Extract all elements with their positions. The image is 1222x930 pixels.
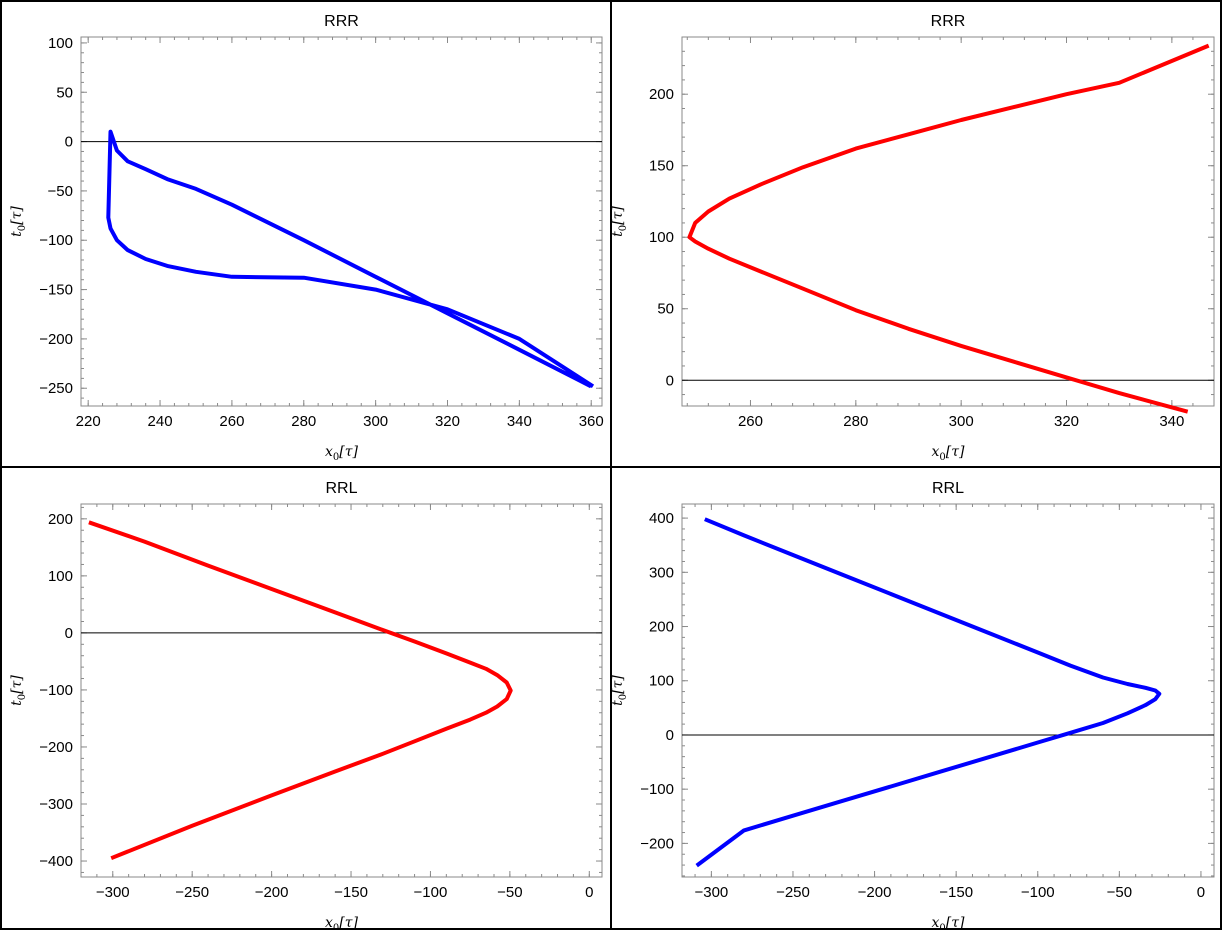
plot-area — [681, 503, 1215, 878]
x-tick-label: −50 — [497, 884, 522, 901]
y-tick-label: 0 — [65, 134, 73, 151]
y-tick-label: −50 — [48, 183, 73, 200]
chart-title: RRL — [932, 480, 964, 497]
x-tick-label: 340 — [507, 413, 532, 430]
series-line-1 — [687, 43, 1210, 414]
plot-area — [80, 36, 603, 407]
x-tick-label: −300 — [694, 884, 728, 901]
x-tick-label: 300 — [949, 413, 974, 430]
x-tick-label: 220 — [76, 413, 101, 430]
x-axis-label: x0[τ] — [932, 915, 965, 930]
y-tick-label: 50 — [56, 84, 73, 101]
series-line-1 — [695, 517, 1162, 868]
chart-title: RRL — [325, 480, 357, 497]
chart-panel-4: −300 −250 −200 −150 −100 −50 0 −200 −100 0 100 200 3… — [610, 480, 1215, 930]
y-tick-label: 300 — [649, 564, 674, 581]
y-tick-label: −250 — [39, 380, 73, 397]
x-tick-label: 360 — [579, 413, 604, 430]
x-tick-label: 300 — [363, 413, 388, 430]
chart-panel-3: −300 −250 −200 −150 −100 −50 0 −400 −300 −200 −100… — [9, 480, 603, 930]
x-axis-label: x0[τ] — [932, 444, 965, 463]
x-tick-label: 280 — [291, 413, 316, 430]
plot-area — [681, 36, 1215, 407]
series-line-1 — [88, 520, 513, 861]
series-line-1 — [106, 129, 595, 389]
chart-title: RRR — [931, 13, 966, 30]
y-tick-label: 100 — [48, 568, 73, 585]
y-axis-label: t0[τ] — [9, 675, 28, 706]
x-axis-label: x0[τ] — [325, 915, 358, 930]
chart-panel-2: 260 280 300 320 340 0 50 100 150 200 RRR x0[τ] t0[τ] — [610, 13, 1215, 463]
y-tick-label: 150 — [649, 158, 674, 175]
x-tick-label: −100 — [1021, 884, 1055, 901]
chart-panel-1: 220 240 260 280 300 320 340 360 −250 −200 −150 −100… — [9, 13, 604, 463]
y-tick-label: −100 — [39, 682, 73, 699]
x-tick-label: 240 — [148, 413, 173, 430]
x-tick-label: 0 — [585, 884, 593, 901]
y-axis-label: t0[τ] — [9, 206, 28, 237]
x-tick-label: −250 — [175, 884, 209, 901]
x-tick-label: 0 — [1197, 884, 1205, 901]
x-tick-label: 260 — [219, 413, 244, 430]
panels: 220 240 260 280 300 320 340 360 −250 −200 −150 −100… — [9, 13, 1215, 930]
x-tick-label: −150 — [334, 884, 368, 901]
y-tick-label: 200 — [649, 619, 674, 636]
y-tick-label: −400 — [39, 853, 73, 870]
y-tick-label: −300 — [39, 796, 73, 813]
y-tick-label: 0 — [65, 625, 73, 642]
x-tick-label: −200 — [858, 884, 892, 901]
x-tick-label: 260 — [738, 413, 763, 430]
y-tick-label: −200 — [39, 739, 73, 756]
y-tick-label: 100 — [649, 673, 674, 690]
y-tick-label: −100 — [39, 232, 73, 249]
chart-title: RRR — [324, 13, 359, 30]
plot-area — [80, 503, 603, 878]
x-tick-label: −200 — [255, 884, 289, 901]
x-tick-label: −250 — [776, 884, 810, 901]
x-axis-label: x0[τ] — [325, 444, 358, 463]
y-tick-label: −150 — [39, 282, 73, 299]
y-tick-label: 100 — [48, 35, 73, 52]
y-tick-label: 0 — [666, 727, 674, 744]
y-tick-label: 200 — [649, 86, 674, 103]
y-axis-label: t0[τ] — [610, 675, 629, 706]
x-tick-label: −300 — [96, 884, 130, 901]
y-tick-label: −100 — [640, 781, 674, 798]
x-tick-label: −150 — [939, 884, 973, 901]
y-axis-label: t0[τ] — [610, 206, 629, 237]
y-tick-label: 400 — [649, 510, 674, 527]
x-tick-label: 280 — [843, 413, 868, 430]
y-tick-label: −200 — [39, 331, 73, 348]
y-tick-label: 50 — [657, 301, 674, 318]
x-tick-label: 320 — [1054, 413, 1079, 430]
x-tick-label: 340 — [1159, 413, 1184, 430]
y-tick-label: −200 — [640, 835, 674, 852]
y-tick-label: 200 — [48, 511, 73, 528]
x-tick-label: −100 — [414, 884, 448, 901]
y-tick-label: 100 — [649, 229, 674, 246]
x-tick-label: 320 — [435, 413, 460, 430]
x-tick-label: −50 — [1107, 884, 1132, 901]
y-tick-label: 0 — [666, 372, 674, 389]
